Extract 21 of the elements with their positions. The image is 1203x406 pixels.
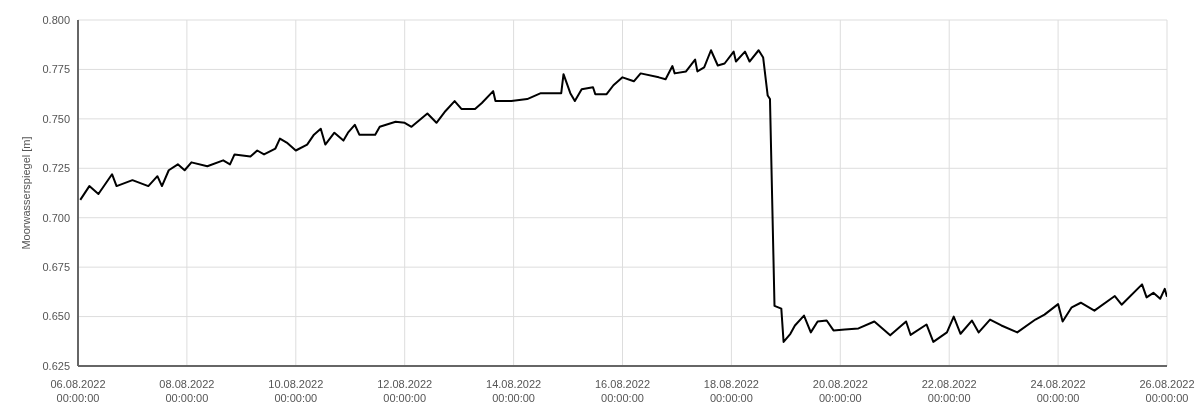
x-tick-label: 20.08.2022 00:00:00 bbox=[812, 377, 868, 405]
y-tick-label: 0.725 bbox=[42, 162, 70, 175]
x-tick-label: 24.08.2022 00:00:00 bbox=[1030, 377, 1086, 405]
y-tick-label: 0.700 bbox=[42, 211, 70, 224]
y-tick-label: 0.675 bbox=[42, 261, 70, 274]
y-tick-label: 0.625 bbox=[42, 359, 70, 372]
x-tick-label: 10.08.2022 00:00:00 bbox=[268, 377, 324, 405]
y-tick-label: 0.750 bbox=[42, 112, 70, 125]
y-tick-label: 0.650 bbox=[42, 310, 70, 323]
x-tick-label: 18.08.2022 00:00:00 bbox=[703, 377, 759, 405]
x-tick-label: 06.08.2022 00:00:00 bbox=[50, 377, 106, 405]
x-tick-label: 12.08.2022 00:00:00 bbox=[377, 377, 433, 405]
y-axis-title: Moorwasserspiegel [m] bbox=[19, 136, 32, 250]
x-tick-label: 14.08.2022 00:00:00 bbox=[486, 377, 542, 405]
x-tick-label: 26.08.2022 00:00:00 bbox=[1139, 377, 1195, 405]
line-series bbox=[79, 49, 1167, 343]
x-tick-label: 22.08.2022 00:00:00 bbox=[921, 377, 977, 405]
x-tick-label: 16.08.2022 00:00:00 bbox=[594, 377, 651, 405]
y-tick-label: 0.775 bbox=[42, 63, 70, 76]
x-tick-label: 08.08.2022 00:00:00 bbox=[159, 377, 215, 405]
y-tick-label: 0.800 bbox=[42, 13, 70, 26]
